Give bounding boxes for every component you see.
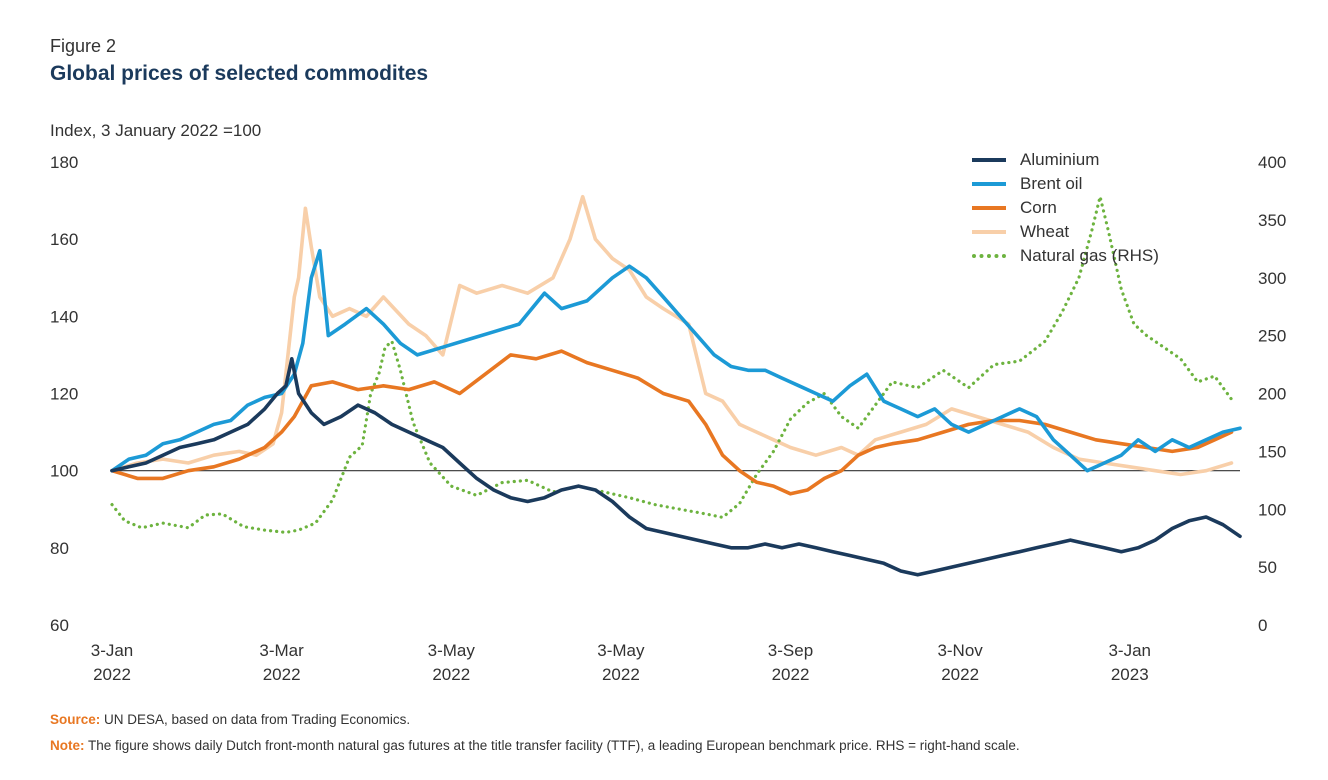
x-tick-label: 3-Jan [1108,641,1151,660]
legend-item: Brent oil [972,172,1159,196]
y-right-tick-label: 400 [1258,153,1286,172]
legend-swatch [972,158,1006,162]
y-left-tick-label: 160 [50,230,78,249]
x-tick-year-label: 2022 [941,665,979,684]
series-line-corn [110,349,1234,496]
figure-label: Figure 2 [50,36,117,56]
y-right-tick-label: 250 [1258,327,1286,346]
legend-item: Natural gas (RHS) [972,244,1159,268]
y-left-tick-label: 180 [50,153,78,172]
series-line-aluminium [110,357,1242,577]
y-right-tick-label: 350 [1258,211,1286,230]
source-line: Source: UN DESA, based on data from Trad… [50,712,410,727]
legend-label: Wheat [1020,222,1070,241]
y-right-tick-label: 100 [1258,500,1286,519]
legend-item: Corn [972,196,1159,220]
x-tick-year-label: 2022 [432,665,470,684]
legend-swatch [972,206,1006,210]
y-right-tick-label: 50 [1258,558,1277,577]
x-tick-label: 3-May [597,641,645,660]
legend-item: Aluminium [972,148,1159,172]
legend-swatch [972,254,1006,258]
y-right-tick-label: 300 [1258,269,1286,288]
y-left-tick-label: 100 [50,462,78,481]
x-tick-label: 3-Sep [768,641,813,660]
chart-title: Global prices of selected commodites [50,62,429,85]
x-tick-label: 3-May [428,641,476,660]
chart-legend: Aluminium Brent oil Corn Wheat Natural gas (… [972,148,1159,268]
legend-label: Brent oil [1020,174,1083,193]
series-line-wheat [110,194,1234,477]
y-left-tick-label: 140 [50,307,78,326]
x-tick-year-label: 2022 [772,665,810,684]
source-key: Source: [50,712,101,727]
y-axis-unit-label: Index, 3 January 2022 =100 [50,121,262,140]
note-text: The figure shows daily Dutch front-month… [88,738,1020,753]
y-left-tick-label: 80 [50,539,69,558]
y-right-tick-label: 200 [1258,385,1286,404]
series-line-natural-gas-rhs [110,195,1234,534]
y-right-tick-label: 0 [1258,616,1267,635]
y-left-tick-label: 120 [50,385,78,404]
x-tick-label: 3-Mar [259,641,304,660]
y-right-tick-label: 150 [1258,442,1286,461]
line-chart: 60 80 100 120 140 160 180 0 50 100 150 200 250 300 350… [50,153,1286,684]
note-key: Note: [50,738,85,753]
source-text: UN DESA, based on data from Trading Econ… [104,712,411,727]
x-tick-year-label: 2022 [602,665,640,684]
legend-item: Wheat [972,220,1159,244]
legend-label: Corn [1020,198,1057,217]
legend-swatch [972,182,1006,186]
series-line-brent-oil [110,248,1242,473]
x-tick-label: 3-Nov [937,641,983,660]
legend-swatch [972,230,1006,234]
x-tick-year-label: 2022 [93,665,131,684]
x-tick-year-label: 2022 [263,665,301,684]
y-left-tick-label: 60 [50,616,69,635]
x-tick-label: 3-Jan [91,641,134,660]
x-tick-year-label: 2023 [1111,665,1149,684]
legend-label: Aluminium [1020,150,1100,169]
note-line: Note: The figure shows daily Dutch front… [50,738,1020,753]
legend-label: Natural gas (RHS) [1020,246,1159,265]
